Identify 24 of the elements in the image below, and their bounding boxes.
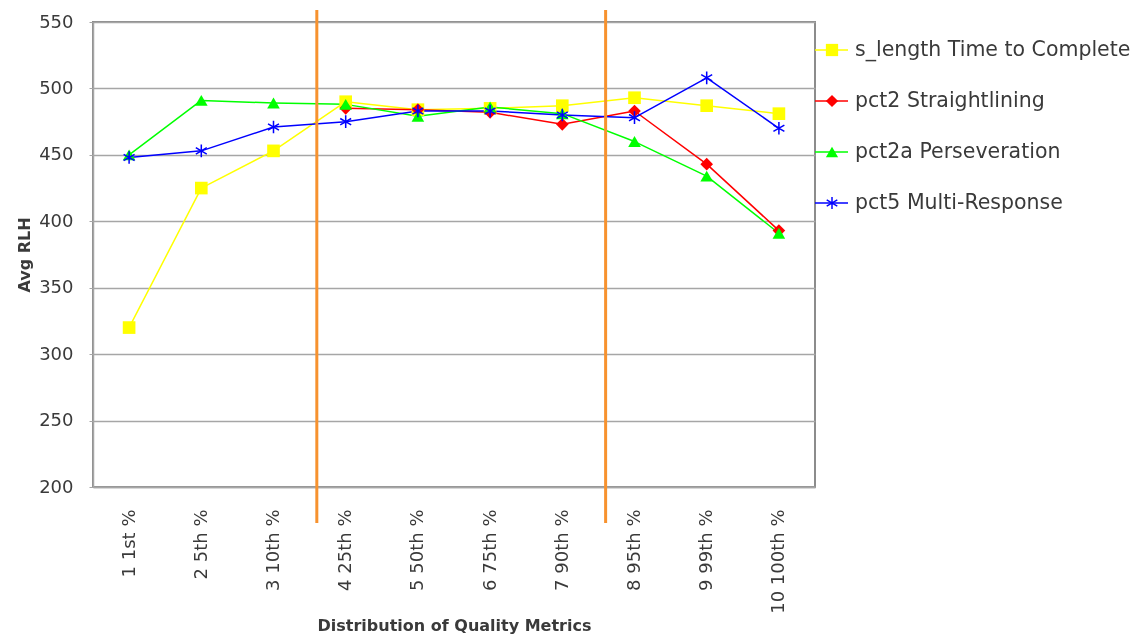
x-tick-label: 3 10th % xyxy=(262,509,283,591)
y-tick-label: 250 xyxy=(39,409,74,431)
x-tick-label: 10 100th % xyxy=(767,509,789,614)
y-tick-label: 350 xyxy=(39,276,74,298)
legend-label: pct2a Perseveration xyxy=(855,139,1061,163)
x-tick-label: 2 5th % xyxy=(189,509,211,580)
x-tick-label: 5 50th % xyxy=(406,509,428,591)
x-tick-label: 8 95th % xyxy=(623,509,644,591)
y-tick-label: 450 xyxy=(39,143,74,165)
x-axis-title: Distribution of Quality Metrics xyxy=(317,615,592,635)
legend-label: pct5 Multi-Response xyxy=(855,190,1063,214)
y-tick-label: 550 xyxy=(39,10,74,32)
x-tick-label: 1 1st % xyxy=(117,509,139,578)
legend-label: s_length Time to Complete xyxy=(855,37,1131,62)
x-tick-label: 6 75th % xyxy=(478,509,500,591)
y-tick-label: 200 xyxy=(39,475,74,497)
x-tick-label: 7 90th % xyxy=(550,509,572,591)
y-tick-label: 300 xyxy=(39,342,74,364)
y-tick-label: 400 xyxy=(39,209,74,231)
legend-label: pct2 Straightlining xyxy=(855,88,1045,112)
y-axis-title: Avg RLH xyxy=(15,217,35,293)
y-tick-label: 500 xyxy=(39,76,74,98)
x-tick-label: 9 99th % xyxy=(695,509,717,591)
x-tick-label: 4 25th % xyxy=(334,509,356,591)
